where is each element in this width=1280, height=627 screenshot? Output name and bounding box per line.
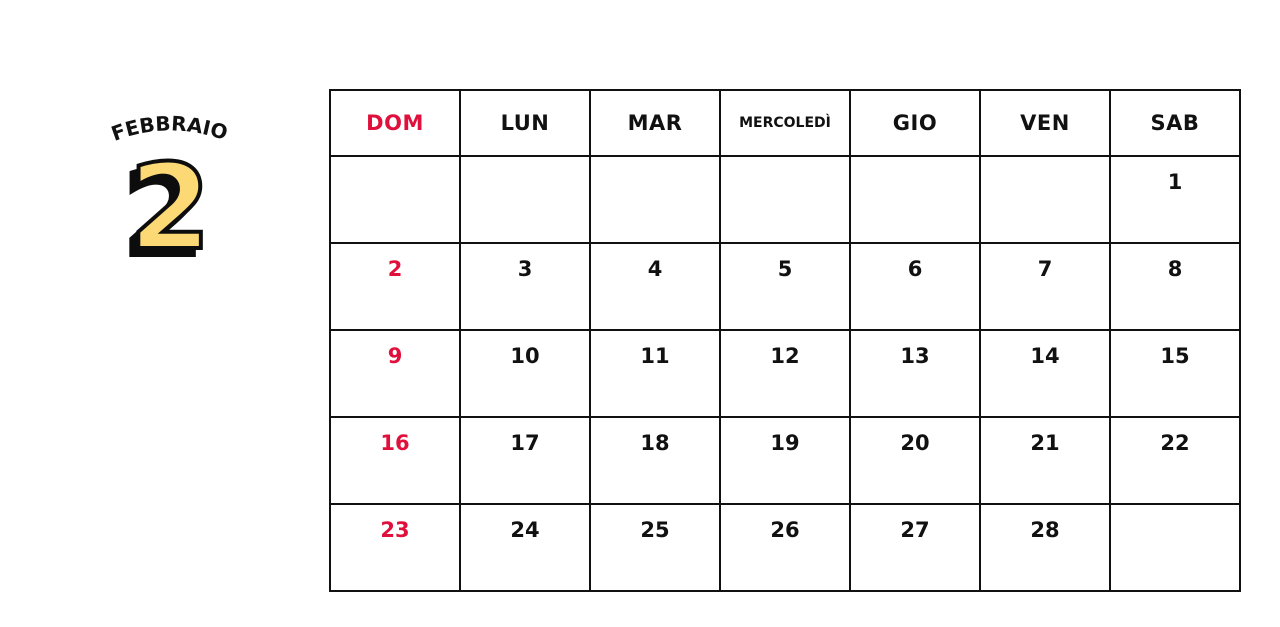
week-row: 16 17 18 19 20 21 22 [329, 416, 1241, 505]
day-number: 6 [907, 257, 923, 281]
day-cell[interactable]: 10 [459, 329, 591, 418]
day-cell[interactable]: 21 [979, 416, 1111, 505]
day-cell[interactable] [719, 155, 851, 244]
day-cell[interactable] [459, 155, 591, 244]
weekday-header: VEN [979, 89, 1111, 157]
weekday-header: MERCOLEDÌ [719, 89, 851, 157]
day-number: 28 [1030, 518, 1060, 542]
day-cell[interactable]: 12 [719, 329, 851, 418]
day-number: 14 [1030, 344, 1060, 368]
day-cell[interactable]: 5 [719, 242, 851, 331]
day-cell[interactable]: 22 [1109, 416, 1241, 505]
day-number: 5 [777, 257, 793, 281]
week-row: 2 3 4 5 6 7 8 [329, 242, 1241, 331]
day-cell[interactable]: 18 [589, 416, 721, 505]
day-number: 20 [900, 431, 930, 455]
day-number: 12 [770, 344, 800, 368]
day-number: 18 [640, 431, 670, 455]
day-cell[interactable]: 27 [849, 503, 981, 592]
day-number: 13 [900, 344, 930, 368]
day-cell[interactable] [589, 155, 721, 244]
day-cell[interactable]: 24 [459, 503, 591, 592]
day-cell[interactable]: 23 [329, 503, 461, 592]
month-badge: FEBBRAIO 2 [90, 105, 250, 278]
day-number: 3 [517, 257, 533, 281]
week-row: 1 [329, 155, 1241, 244]
day-number: 24 [510, 518, 540, 542]
day-cell[interactable]: 20 [849, 416, 981, 505]
day-cell[interactable] [849, 155, 981, 244]
day-cell[interactable]: 26 [719, 503, 851, 592]
day-cell[interactable]: 17 [459, 416, 591, 505]
day-cell[interactable]: 25 [589, 503, 721, 592]
day-number: 7 [1037, 257, 1053, 281]
weekday-header: LUN [459, 89, 591, 157]
day-cell[interactable]: 6 [849, 242, 981, 331]
day-number: 1 [1167, 170, 1183, 194]
day-cell[interactable]: 8 [1109, 242, 1241, 331]
weekday-header: SAB [1109, 89, 1241, 157]
day-cell[interactable] [1109, 503, 1241, 592]
day-number: 19 [770, 431, 800, 455]
day-cell[interactable]: 11 [589, 329, 721, 418]
day-cell[interactable]: 15 [1109, 329, 1241, 418]
day-cell[interactable]: 13 [849, 329, 981, 418]
day-cell[interactable]: 2 [329, 242, 461, 331]
day-cell[interactable]: 9 [329, 329, 461, 418]
day-number: 8 [1167, 257, 1183, 281]
day-cell[interactable]: 16 [329, 416, 461, 505]
day-cell[interactable]: 19 [719, 416, 851, 505]
day-number: 16 [380, 431, 410, 455]
day-number: 15 [1160, 344, 1190, 368]
weekday-header: MAR [589, 89, 721, 157]
weekday-header: DOM [329, 89, 461, 157]
week-row: 9 10 11 12 13 14 15 [329, 329, 1241, 418]
calendar-grid: DOM LUN MAR MERCOLEDÌ GIO VEN SAB 1 2 3 4 5 6 7 8 9 10 1… [329, 89, 1241, 592]
day-number: 21 [1030, 431, 1060, 455]
day-number: 22 [1160, 431, 1190, 455]
day-cell[interactable]: 14 [979, 329, 1111, 418]
day-number: 4 [647, 257, 663, 281]
day-number: 25 [640, 518, 670, 542]
day-cell[interactable] [979, 155, 1111, 244]
day-number: 23 [380, 518, 410, 542]
week-row: 23 24 25 26 27 28 [329, 503, 1241, 592]
day-cell[interactable]: 4 [589, 242, 721, 331]
day-number: 11 [640, 344, 670, 368]
day-cell[interactable]: 28 [979, 503, 1111, 592]
day-cell[interactable]: 1 [1109, 155, 1241, 244]
day-number: 27 [900, 518, 930, 542]
month-number: 2 [129, 138, 211, 275]
month-number-graphic: FEBBRAIO 2 [108, 111, 230, 278]
day-cell[interactable]: 3 [459, 242, 591, 331]
day-cell[interactable] [329, 155, 461, 244]
day-number: 17 [510, 431, 540, 455]
day-number: 2 [387, 257, 403, 281]
day-number: 26 [770, 518, 800, 542]
day-number: 10 [510, 344, 540, 368]
day-cell[interactable]: 7 [979, 242, 1111, 331]
day-number: 9 [387, 344, 403, 368]
weekday-header: GIO [849, 89, 981, 157]
